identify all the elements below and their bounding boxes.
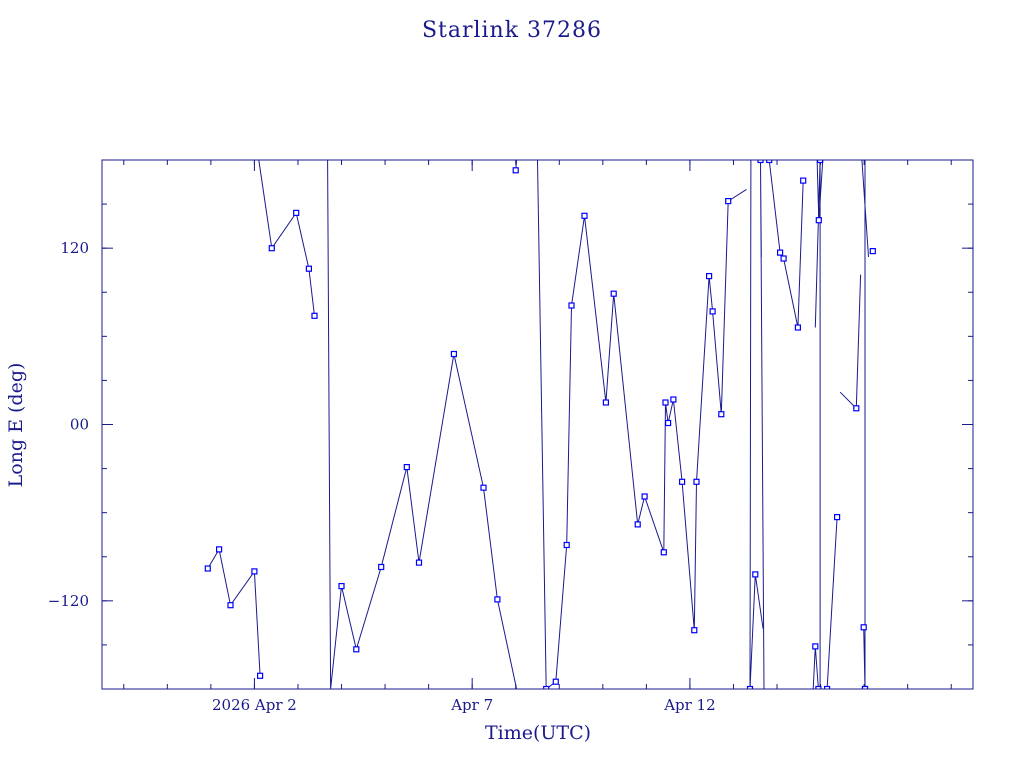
data-point <box>869 248 876 255</box>
data-point <box>552 678 559 685</box>
data-point <box>216 546 223 553</box>
data-point <box>311 312 318 319</box>
data-point <box>860 624 867 631</box>
data-point <box>718 411 725 418</box>
data-point <box>610 290 617 297</box>
data-point <box>338 582 345 590</box>
series-line-segment <box>258 160 315 316</box>
axis-tick-labels: 2026 Apr 2 Apr 7 Apr 12 120 00 −120 <box>48 239 716 714</box>
series-line-segment <box>839 274 862 410</box>
data-point <box>800 177 807 184</box>
data-point <box>780 255 787 262</box>
data-point <box>581 212 588 219</box>
data-point <box>257 672 264 679</box>
data-point <box>664 419 672 427</box>
data-point <box>670 396 677 403</box>
data-point <box>305 265 312 272</box>
chart-title: Starlink 37286 <box>422 18 602 43</box>
series-line-segment <box>863 160 866 689</box>
data-point <box>766 160 773 164</box>
data-point <box>268 245 275 252</box>
data-point <box>705 273 713 280</box>
x-axis-title: Time(UTC) <box>485 722 591 744</box>
data-point <box>227 602 234 609</box>
data-point <box>746 685 754 689</box>
data-point <box>757 160 764 164</box>
data-point <box>815 685 822 689</box>
data-point <box>602 399 610 406</box>
data-point <box>634 521 641 528</box>
data-point <box>378 563 385 571</box>
data-point <box>543 685 550 689</box>
series-line-segment <box>537 160 747 689</box>
data-point <box>752 571 759 578</box>
data-point <box>204 565 211 572</box>
y-axis-title: Long E (deg) <box>5 363 27 488</box>
data-point <box>662 399 669 406</box>
data-point <box>403 464 410 471</box>
data-point <box>480 484 487 491</box>
data-point <box>641 493 648 500</box>
data-point <box>293 209 300 216</box>
data-point <box>415 559 423 566</box>
data-point <box>251 568 258 575</box>
data-point <box>794 324 802 331</box>
y-tick-label: 120 <box>60 239 89 257</box>
data-series <box>204 160 876 689</box>
data-point <box>450 350 457 358</box>
data-point <box>816 160 824 164</box>
series-line-segment <box>749 160 764 689</box>
data-point <box>815 217 822 224</box>
series-line-segment <box>814 160 821 689</box>
data-point <box>693 478 700 485</box>
data-point <box>678 478 686 485</box>
data-point <box>691 627 698 634</box>
plot-frame <box>101 159 974 690</box>
data-point <box>725 198 732 205</box>
data-point <box>353 646 360 653</box>
y-tick-label: −120 <box>48 592 89 610</box>
x-tick-label: 2026 Apr 2 <box>212 696 297 714</box>
y-tick-label: 00 <box>70 416 89 434</box>
series-line-segment <box>327 160 518 689</box>
data-point <box>776 249 784 256</box>
data-point <box>568 302 575 309</box>
data-point <box>494 596 501 603</box>
series-line-segment <box>861 160 869 258</box>
data-point <box>823 685 831 689</box>
x-tick-label: Apr 12 <box>663 696 715 714</box>
data-point <box>512 167 519 174</box>
x-tick-label: Apr 7 <box>450 696 493 714</box>
series-line-segment <box>812 517 838 689</box>
data-point <box>861 685 869 689</box>
data-point <box>812 643 819 650</box>
data-point <box>853 405 860 412</box>
data-point <box>563 541 570 549</box>
series-line-segment <box>760 160 765 689</box>
series-line-segment <box>764 160 804 328</box>
data-point <box>660 549 667 556</box>
axis-ticks <box>102 160 973 689</box>
data-point <box>833 513 841 521</box>
data-point <box>709 308 716 315</box>
